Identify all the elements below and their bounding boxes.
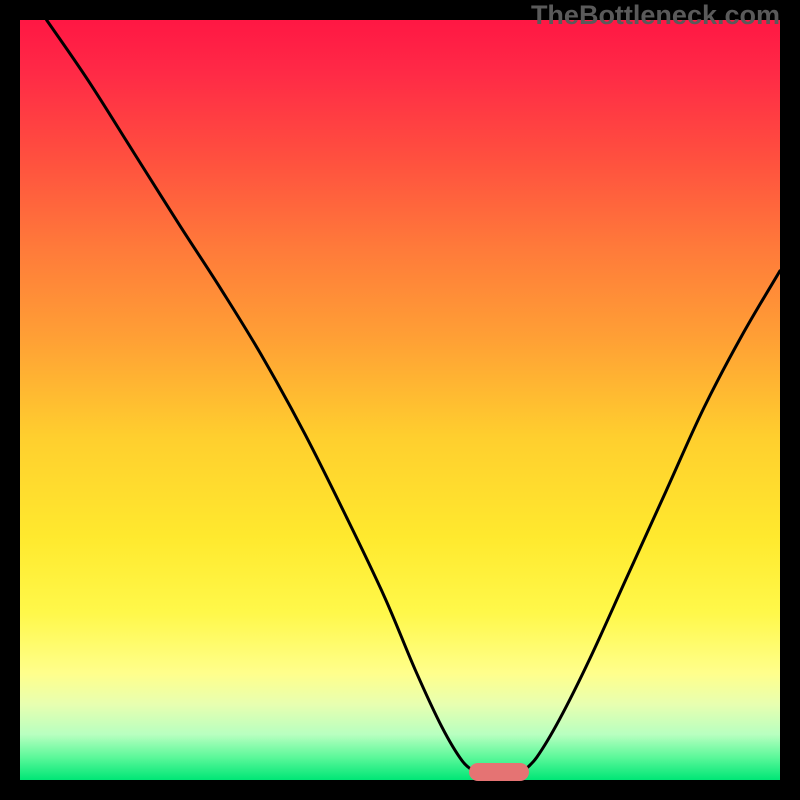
plot-area bbox=[20, 20, 780, 780]
chart-container: TheBottleneck.com bbox=[0, 0, 800, 800]
watermark-text: TheBottleneck.com bbox=[531, 0, 780, 31]
bottleneck-heat-gradient bbox=[20, 20, 780, 780]
optimal-zone-marker bbox=[469, 763, 529, 781]
